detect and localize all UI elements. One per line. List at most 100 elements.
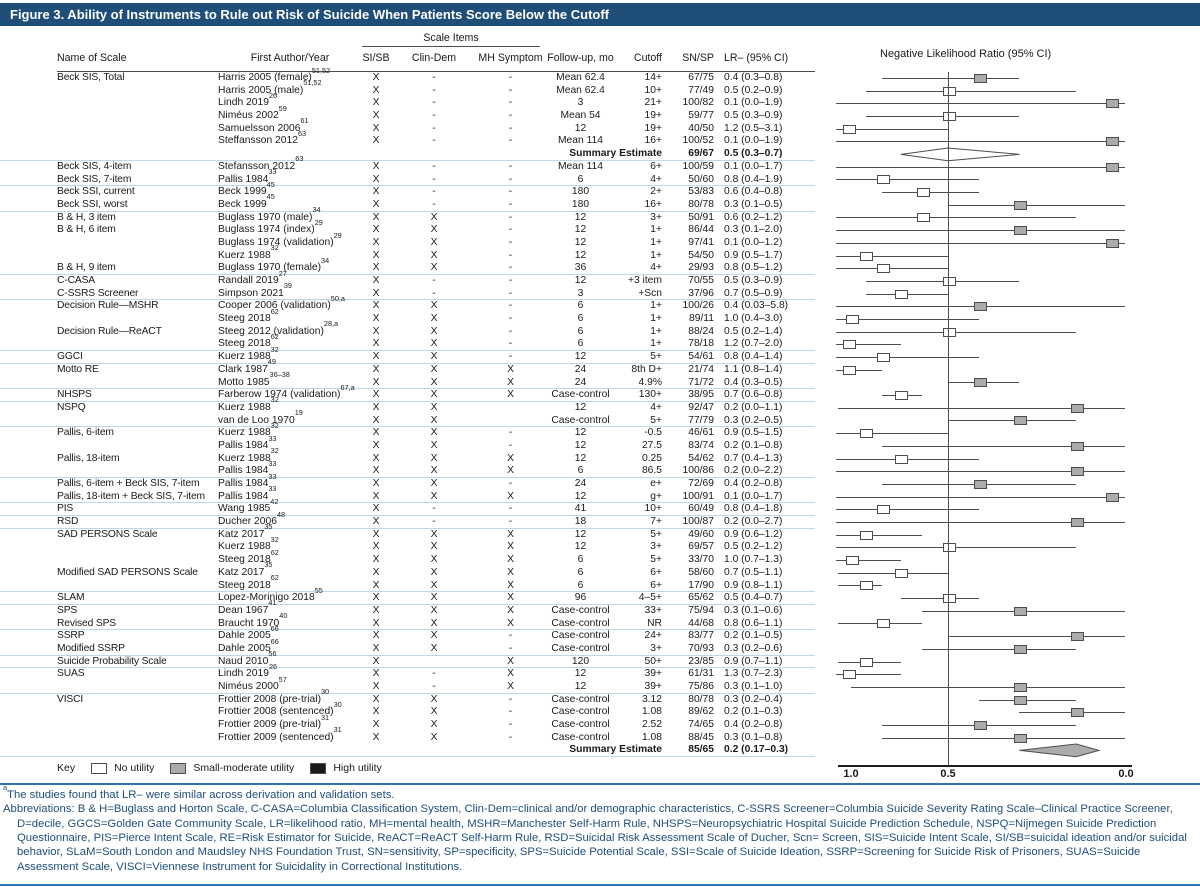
- mh-symptom-value: X: [507, 490, 514, 502]
- cutoff-value: 4–5+: [638, 592, 662, 604]
- si-sb-value: X: [372, 97, 380, 109]
- forest-plot-cell: [830, 300, 1185, 313]
- cutoff-value: 130+: [638, 389, 662, 401]
- author-year: Cooper 2006 (validation)50,a: [218, 293, 345, 312]
- table-row: Kuerz 198832 X X - 12 1+ 54/50 0.9 (0.5–1.7): [0, 244, 1200, 263]
- si-sb-value: X: [372, 414, 380, 426]
- footnote-divider-rule: [0, 783, 1200, 786]
- cutoff-value: 1+: [650, 300, 662, 312]
- si-sb-value: X: [372, 528, 380, 540]
- lr-ci-value: 0.6 (0.4–0.8): [724, 186, 783, 198]
- row-table-cells: Beck SIS, 7-item Pallis 198433 X - - 6 4+ 50/60…: [0, 168, 815, 187]
- scale-name: SPS: [57, 604, 78, 616]
- table-row: C-SSRS Screener Simpson 202139 X - - 3 +Scn 37/…: [0, 281, 1200, 301]
- clin-dem-value: X: [430, 300, 438, 312]
- ci-line: [865, 90, 1077, 92]
- mh-symptom-value: -: [508, 211, 513, 223]
- author-year: Lindh 201926: [218, 90, 278, 109]
- sn-sp-value: 100/87: [682, 516, 715, 528]
- clin-dem-value: X: [430, 566, 438, 578]
- followup-value: Case-control: [551, 731, 610, 743]
- mh-symptom-value: -: [508, 236, 513, 248]
- cutoff-value: 1.08: [641, 706, 662, 718]
- table-row: Suicide Probability Scale Naud 201056 X X 12…: [0, 650, 1200, 669]
- lr-ci-value: 0.9 (0.5–1.7): [724, 249, 783, 261]
- table-row: Steeg 201862 X X X 6 6+ 17/90 0.9 (0.8–1.1): [0, 574, 1200, 593]
- summary-estimate-label: Summary Estimate: [569, 148, 662, 160]
- si-sb-value: X: [372, 516, 380, 528]
- author-year: Kuerz 198832: [218, 535, 279, 553]
- ci-line: [882, 737, 1125, 739]
- spacer: [57, 744, 543, 757]
- clin-dem-value: X: [430, 592, 438, 604]
- author-year: Simpson 202139: [218, 281, 292, 299]
- lr-ci-value: 0.2 (0.17–0.3): [724, 744, 789, 756]
- table-row: Modified SSRP Dahle 200566 X X - Case-control…: [0, 637, 1200, 656]
- header-first-author: First Author/Year: [250, 52, 330, 64]
- table-row: Steeg 201862 X X X 6 5+ 33/70 1.0 (0.7–1.3): [0, 549, 1200, 567]
- row-table-cells: Steffansson 201263 X - - Mean 114 16+ 100/52 0.…: [0, 130, 815, 148]
- table-row: Pallis 198433 X X X 6 86.5 100/86 0.2 (0.0–2.2): [0, 460, 1200, 478]
- clin-dem-value: X: [430, 693, 438, 705]
- lr-ci-value: 0.2 (0.0–1.1): [724, 401, 783, 413]
- cutoff-value: 1+: [650, 249, 662, 261]
- forest-plot-cell: [830, 377, 1185, 390]
- header-clin-dem: Clin-Dem: [411, 52, 457, 64]
- followup-value: 24: [574, 376, 587, 388]
- scale-name: Decision Rule—ReACT: [57, 325, 162, 337]
- ci-line: [836, 369, 883, 371]
- row-table-cells: Frottier 2009 (sentenced)31 X X - Case-contr…: [0, 726, 815, 745]
- scale-name: Modified SAD PERSONS Scale: [57, 566, 198, 578]
- lr-ci-value: 0.4 (0.2–0.8): [724, 719, 783, 731]
- table-row: PIS Wang 198542 X - - 41 10+ 60/49 0.8 (0.4–1.8): [0, 498, 1200, 516]
- reference-superscript: 40: [279, 611, 288, 621]
- estimate-marker: [1070, 403, 1084, 413]
- scale-name: [57, 415, 218, 428]
- row-table-cells: Niméus 200057 X - X 12 39+ 75/86 0.3 (0.1–1.0): [0, 675, 815, 694]
- table-row: van de Loo 197019 X X Case-control 5+ 77/79 0.…: [0, 409, 1200, 428]
- followup-value: 12: [574, 439, 587, 451]
- si-sb-value: X: [372, 313, 380, 325]
- followup-value: Case-control: [551, 642, 610, 654]
- row-table-cells: Pallis 198433 X X X 6 86.5 100/86 0.2 (0.0–2.2): [0, 460, 815, 478]
- clin-dem-value: X: [430, 706, 438, 718]
- row-table-cells: Modified SSRP Dahle 200566 X X - Case-control…: [0, 637, 815, 656]
- ci-line: [836, 166, 1125, 168]
- clin-dem-value: X: [430, 465, 438, 477]
- author-year: Frottier 2008 (pre-trial)30: [218, 687, 330, 705]
- estimate-marker: [1070, 708, 1084, 718]
- mh-symptom-value: -: [508, 300, 513, 312]
- estimate-marker: [876, 175, 890, 185]
- mh-symptom-value: -: [508, 478, 513, 489]
- sn-sp-value: 85/65: [688, 744, 714, 756]
- estimate-marker: [973, 479, 987, 489]
- mh-symptom-value: -: [508, 325, 513, 337]
- forest-plot-cell: [830, 275, 1185, 288]
- ci-line: [837, 585, 883, 587]
- estimate-marker: [1013, 416, 1027, 426]
- ci-line: [836, 674, 901, 676]
- ci-line: [851, 686, 1125, 688]
- author-year: Buglass 1974 (validation)29: [218, 230, 342, 248]
- sn-sp-value: 40/50: [688, 122, 714, 134]
- si-sb-value: X: [372, 630, 380, 642]
- ci-line: [948, 636, 1125, 638]
- forest-plot-cell: [830, 516, 1185, 529]
- ci-line: [836, 496, 1125, 498]
- lr-ci-value: 0.1 (0.0–1.7): [724, 490, 783, 502]
- lr-ci-value: 0.3 (0.2–0.5): [724, 414, 783, 426]
- clin-dem-value: [390, 656, 478, 669]
- header-mh-symptom: MH Symptom: [478, 52, 543, 64]
- lr-ci-value: 1.3 (0.7–2.3): [724, 668, 783, 680]
- author-year: Dean 196741: [218, 598, 277, 616]
- cutoff-value: +3 item: [627, 275, 662, 286]
- key-item-label: Small-moderate utility: [193, 762, 295, 775]
- lr-ci-value: 0.1 (0.0–1.9): [724, 97, 783, 109]
- cutoff-value: 5+: [650, 351, 662, 363]
- mh-symptom-value: -: [508, 198, 513, 210]
- clin-dem-value: X: [430, 376, 438, 388]
- row-table-cells: Beck SSI, worst Beck 199945 X - - 180 16+ 80/78…: [0, 193, 815, 212]
- forest-plot-cell: [830, 656, 1185, 669]
- reference-superscript: 35: [264, 560, 273, 570]
- scale-name: Pallis, 18-item: [57, 452, 120, 464]
